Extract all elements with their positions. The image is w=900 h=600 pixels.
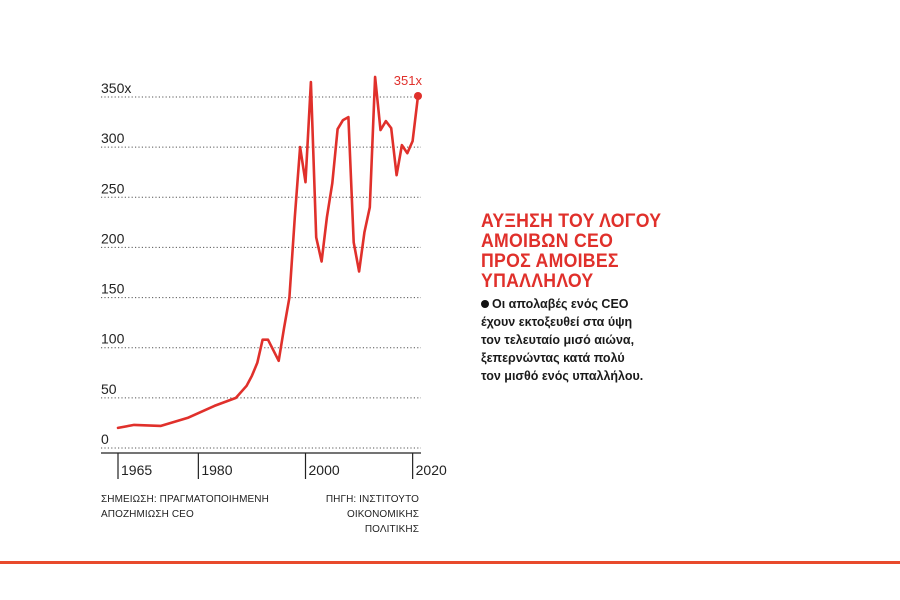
series-line [116, 75, 420, 430]
y-tick-label-150: 150 [101, 281, 125, 297]
end-value-label: 351x [394, 73, 423, 88]
chart-title: ΑΥΞΗΣΗ ΤΟΥ ΛΟΓΟΥ ΑΜΟΙΒΩΝ CEO ΠΡΟΣ ΑΜΟΙΒΕ… [481, 212, 704, 292]
end-point-marker [414, 91, 422, 100]
x-tick-label-1980: 1980 [201, 462, 232, 478]
note-line-2: ΑΠΟΖΗΜΙΩΣΗ CEO [101, 509, 194, 520]
description-line-5: τον μισθό ενός υπαλλήλου. [481, 369, 644, 383]
description-line-1: Οι απολαβές ενός CEO [481, 295, 721, 313]
x-tick-label-2020: 2020 [416, 462, 447, 478]
y-tick-label-200: 200 [101, 230, 125, 246]
chart-note: ΣΗΜΕΙΩΣΗ: ΠΡΑΓΜΑΤΟΠΟΙΗΜΕΝΗ ΑΠΟΖΗΜΙΩΣΗ CE… [101, 492, 269, 522]
y-tick-label-250: 250 [101, 180, 125, 196]
title-line-2: ΑΜΟΙΒΩΝ CEO [481, 231, 614, 252]
title-line-4: ΥΠΑΛΛΗΛΟΥ [481, 271, 594, 292]
chart-source: ΠΗΓΗ: ΙΝΣΤΙΤΟΥΤΟ ΟΙΚΟΝΟΜΙΚΗΣ ΠΟΛΙΤΙΚΗΣ [291, 492, 419, 537]
series-line-group: 351x [116, 73, 423, 430]
description-line-3: τον τελευταίο μισό αιώνα, [481, 333, 635, 347]
y-tick-label-0: 0 [101, 431, 109, 447]
note-line-1: ΣΗΜΕΙΩΣΗ: ΠΡΑΓΜΑΤΟΠΟΙΗΜΕΝΗ [101, 494, 269, 505]
y-tick-label-100: 100 [101, 331, 125, 347]
source-line-2: ΟΙΚΟΝΟΜΙΚΗΣ ΠΟΛΙΤΙΚΗΣ [347, 509, 419, 535]
x-axis-tick-labels: 1965 1980 2000 2020 [121, 462, 447, 478]
chart-description: Οι απολαβές ενός CEO έχουν εκτοξευθεί στ… [481, 295, 721, 385]
y-tick-label-300: 300 [101, 130, 125, 146]
x-tick-label-2000: 2000 [309, 462, 340, 478]
y-tick-label-50: 50 [101, 381, 117, 397]
bottom-divider [0, 561, 900, 564]
y-axis-tick-labels: 350x 300 250 200 150 100 50 0 [101, 80, 131, 447]
description-line-4: ξεπερνώντας κατά πολύ [481, 351, 625, 365]
x-tick-label-1965: 1965 [121, 462, 152, 478]
source-line-1: ΠΗΓΗ: ΙΝΣΤΙΤΟΥΤΟ [325, 494, 419, 505]
title-line-1: ΑΥΞΗΣΗ ΤΟΥ ΛΟΓΟΥ [481, 211, 662, 232]
y-tick-label-350: 350x [101, 80, 131, 96]
description-line-1-text: Οι απολαβές ενός CEO [492, 297, 629, 311]
bullet-icon [481, 300, 489, 308]
side-panel: ΑΥΞΗΣΗ ΤΟΥ ΛΟΓΟΥ ΑΜΟΙΒΩΝ CEO ΠΡΟΣ ΑΜΟΙΒΕ… [481, 212, 721, 385]
title-line-3: ΠΡΟΣ ΑΜΟΙΒΕΣ [481, 251, 619, 272]
description-line-2: έχουν εκτοξευθεί στα ύψη [481, 315, 633, 329]
x-axis [101, 452, 421, 479]
